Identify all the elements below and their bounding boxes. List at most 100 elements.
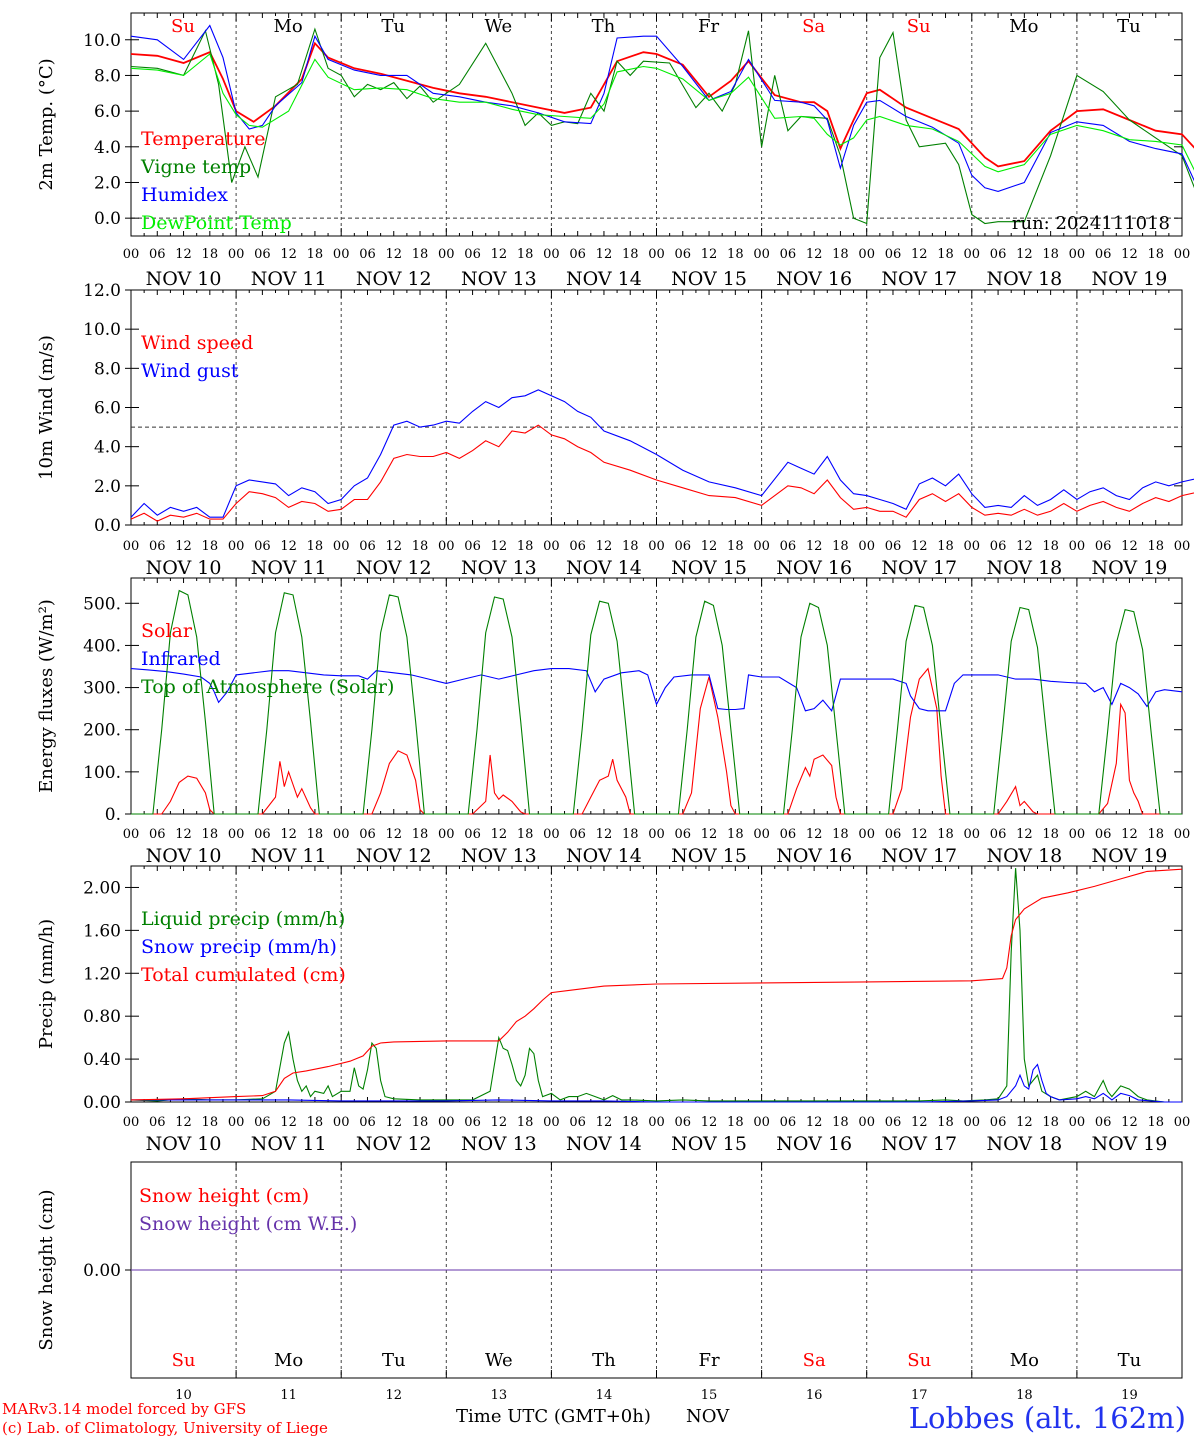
hour-tick-label: 00 (333, 247, 350, 262)
legend-entry: Wind speed (141, 332, 253, 354)
hour-tick-label: 12 (280, 247, 297, 262)
y-tick-label: 2.0 (94, 173, 121, 193)
hour-tick-label: 12 (175, 827, 192, 842)
hour-tick-label: 06 (675, 539, 692, 554)
hour-tick-label: 12 (385, 247, 402, 262)
weekday-label: Mo (273, 16, 302, 37)
hour-tick-label: 00 (228, 1115, 245, 1130)
hour-tick-label: 06 (254, 539, 271, 554)
hour-tick-label: 18 (727, 827, 744, 842)
y-tick-label: 6.0 (94, 102, 121, 122)
hour-tick-label: 18 (1147, 539, 1164, 554)
hour-tick-label: 06 (990, 539, 1007, 554)
y-tick-label: 300. (83, 679, 121, 699)
weekday-label: Tu (381, 16, 405, 37)
y-axis-label: Precip (mm/h) (36, 919, 57, 1049)
day-number: 19 (1121, 1388, 1138, 1400)
hour-tick-label: 06 (359, 539, 376, 554)
hour-tick-label: 18 (307, 1115, 324, 1130)
panel-3 (125, 577, 1183, 815)
date-label: NOV 11 (251, 1133, 327, 1155)
series-line-solar (131, 667, 1182, 815)
hour-tick-label: 06 (464, 827, 481, 842)
hour-tick-label: 06 (885, 539, 902, 554)
date-label: NOV 14 (566, 557, 642, 579)
legend-entry: DewPoint Temp (141, 212, 292, 234)
series-line-temperature (130, 41, 1194, 168)
hour-tick-label: 06 (780, 539, 797, 554)
hour-tick-label: 06 (569, 247, 586, 262)
hour-tick-label: 12 (175, 1115, 192, 1130)
hour-tick-label: 00 (753, 1115, 770, 1130)
date-label: NOV 14 (566, 845, 642, 867)
date-label: NOV 12 (356, 845, 432, 867)
hour-tick-label: 12 (911, 1115, 928, 1130)
panel-4 (125, 865, 1183, 1103)
legend-entry: Snow precip (mm/h) (141, 936, 337, 958)
y-tick-label: 6.0 (94, 399, 121, 419)
date-label: NOV 10 (146, 268, 222, 290)
date-label: NOV 18 (986, 1133, 1062, 1155)
hour-tick-label: 06 (254, 247, 271, 262)
hour-tick-label: 18 (1147, 827, 1164, 842)
date-label: NOV 13 (461, 557, 537, 579)
hour-tick-label: 06 (569, 539, 586, 554)
series-line-snow-precip-mm-h- (131, 1063, 1182, 1103)
hour-tick-label: 06 (254, 1115, 271, 1130)
weekday-label: Fr (699, 1350, 720, 1371)
hour-tick-label: 18 (412, 1115, 429, 1130)
day-number: 10 (175, 1388, 192, 1400)
y-tick-label: 400. (83, 636, 121, 656)
weekday-label: Mo (1009, 16, 1038, 37)
y-tick-label: 0. (105, 805, 121, 825)
date-label: NOV 19 (1092, 268, 1168, 290)
hour-tick-label: 12 (596, 539, 613, 554)
hour-tick-label: 18 (832, 247, 849, 262)
panel-2 (125, 289, 1194, 526)
hour-tick-label: 18 (517, 827, 534, 842)
legend-entry: Temperature (141, 128, 265, 150)
hour-tick-label: 00 (543, 539, 560, 554)
hour-tick-label: 06 (885, 827, 902, 842)
series-line-wind-gust (130, 389, 1194, 518)
hour-tick-label: 18 (1042, 539, 1059, 554)
hour-tick-label: 06 (675, 827, 692, 842)
hour-tick-label: 06 (464, 539, 481, 554)
y-tick-label: 8.0 (94, 359, 121, 379)
date-label: NOV 17 (881, 1133, 957, 1155)
date-label: NOV 18 (986, 557, 1062, 579)
date-label: NOV 11 (251, 557, 327, 579)
hour-tick-label: 00 (543, 827, 560, 842)
hour-tick-label: 12 (596, 827, 613, 842)
hour-tick-label: 00 (858, 247, 875, 262)
hour-tick-label: 06 (1095, 247, 1112, 262)
date-label: NOV 12 (356, 557, 432, 579)
y-tick-label: 4.0 (94, 438, 121, 458)
y-tick-label: 2.00 (83, 878, 121, 898)
hour-tick-label: 00 (964, 539, 981, 554)
legend-entry: Snow height (cm W.E.) (139, 1213, 357, 1235)
hour-tick-label: 12 (280, 1115, 297, 1130)
hour-tick-label: 06 (780, 827, 797, 842)
series-line-total-cumulated-cm- (130, 868, 1183, 1101)
hour-tick-label: 12 (701, 247, 718, 262)
legend-entry: Infrared (141, 648, 221, 670)
y-axis-label: 10m Wind (m/s) (36, 335, 57, 480)
hour-tick-label: 12 (385, 1115, 402, 1130)
series-line-top-of-atmosphere-solar- (131, 589, 1182, 815)
hour-tick-label: 00 (964, 827, 981, 842)
hour-tick-label: 06 (254, 827, 271, 842)
weekday-label: Su (907, 16, 931, 37)
run-annotation: run: 2024111018 (1012, 213, 1170, 234)
date-label: NOV 14 (566, 268, 642, 290)
hour-tick-label: 00 (753, 539, 770, 554)
y-tick-label: 10.0 (83, 320, 121, 340)
legend-entry: Wind gust (141, 360, 239, 382)
date-label: NOV 15 (671, 268, 747, 290)
hour-tick-label: 00 (1174, 827, 1191, 842)
date-label: NOV 17 (881, 845, 957, 867)
hour-tick-label: 00 (964, 1115, 981, 1130)
y-tick-label: 0.0 (94, 209, 121, 229)
hour-tick-label: 06 (149, 1115, 166, 1130)
legend-entry: Vigne temp (140, 156, 251, 178)
